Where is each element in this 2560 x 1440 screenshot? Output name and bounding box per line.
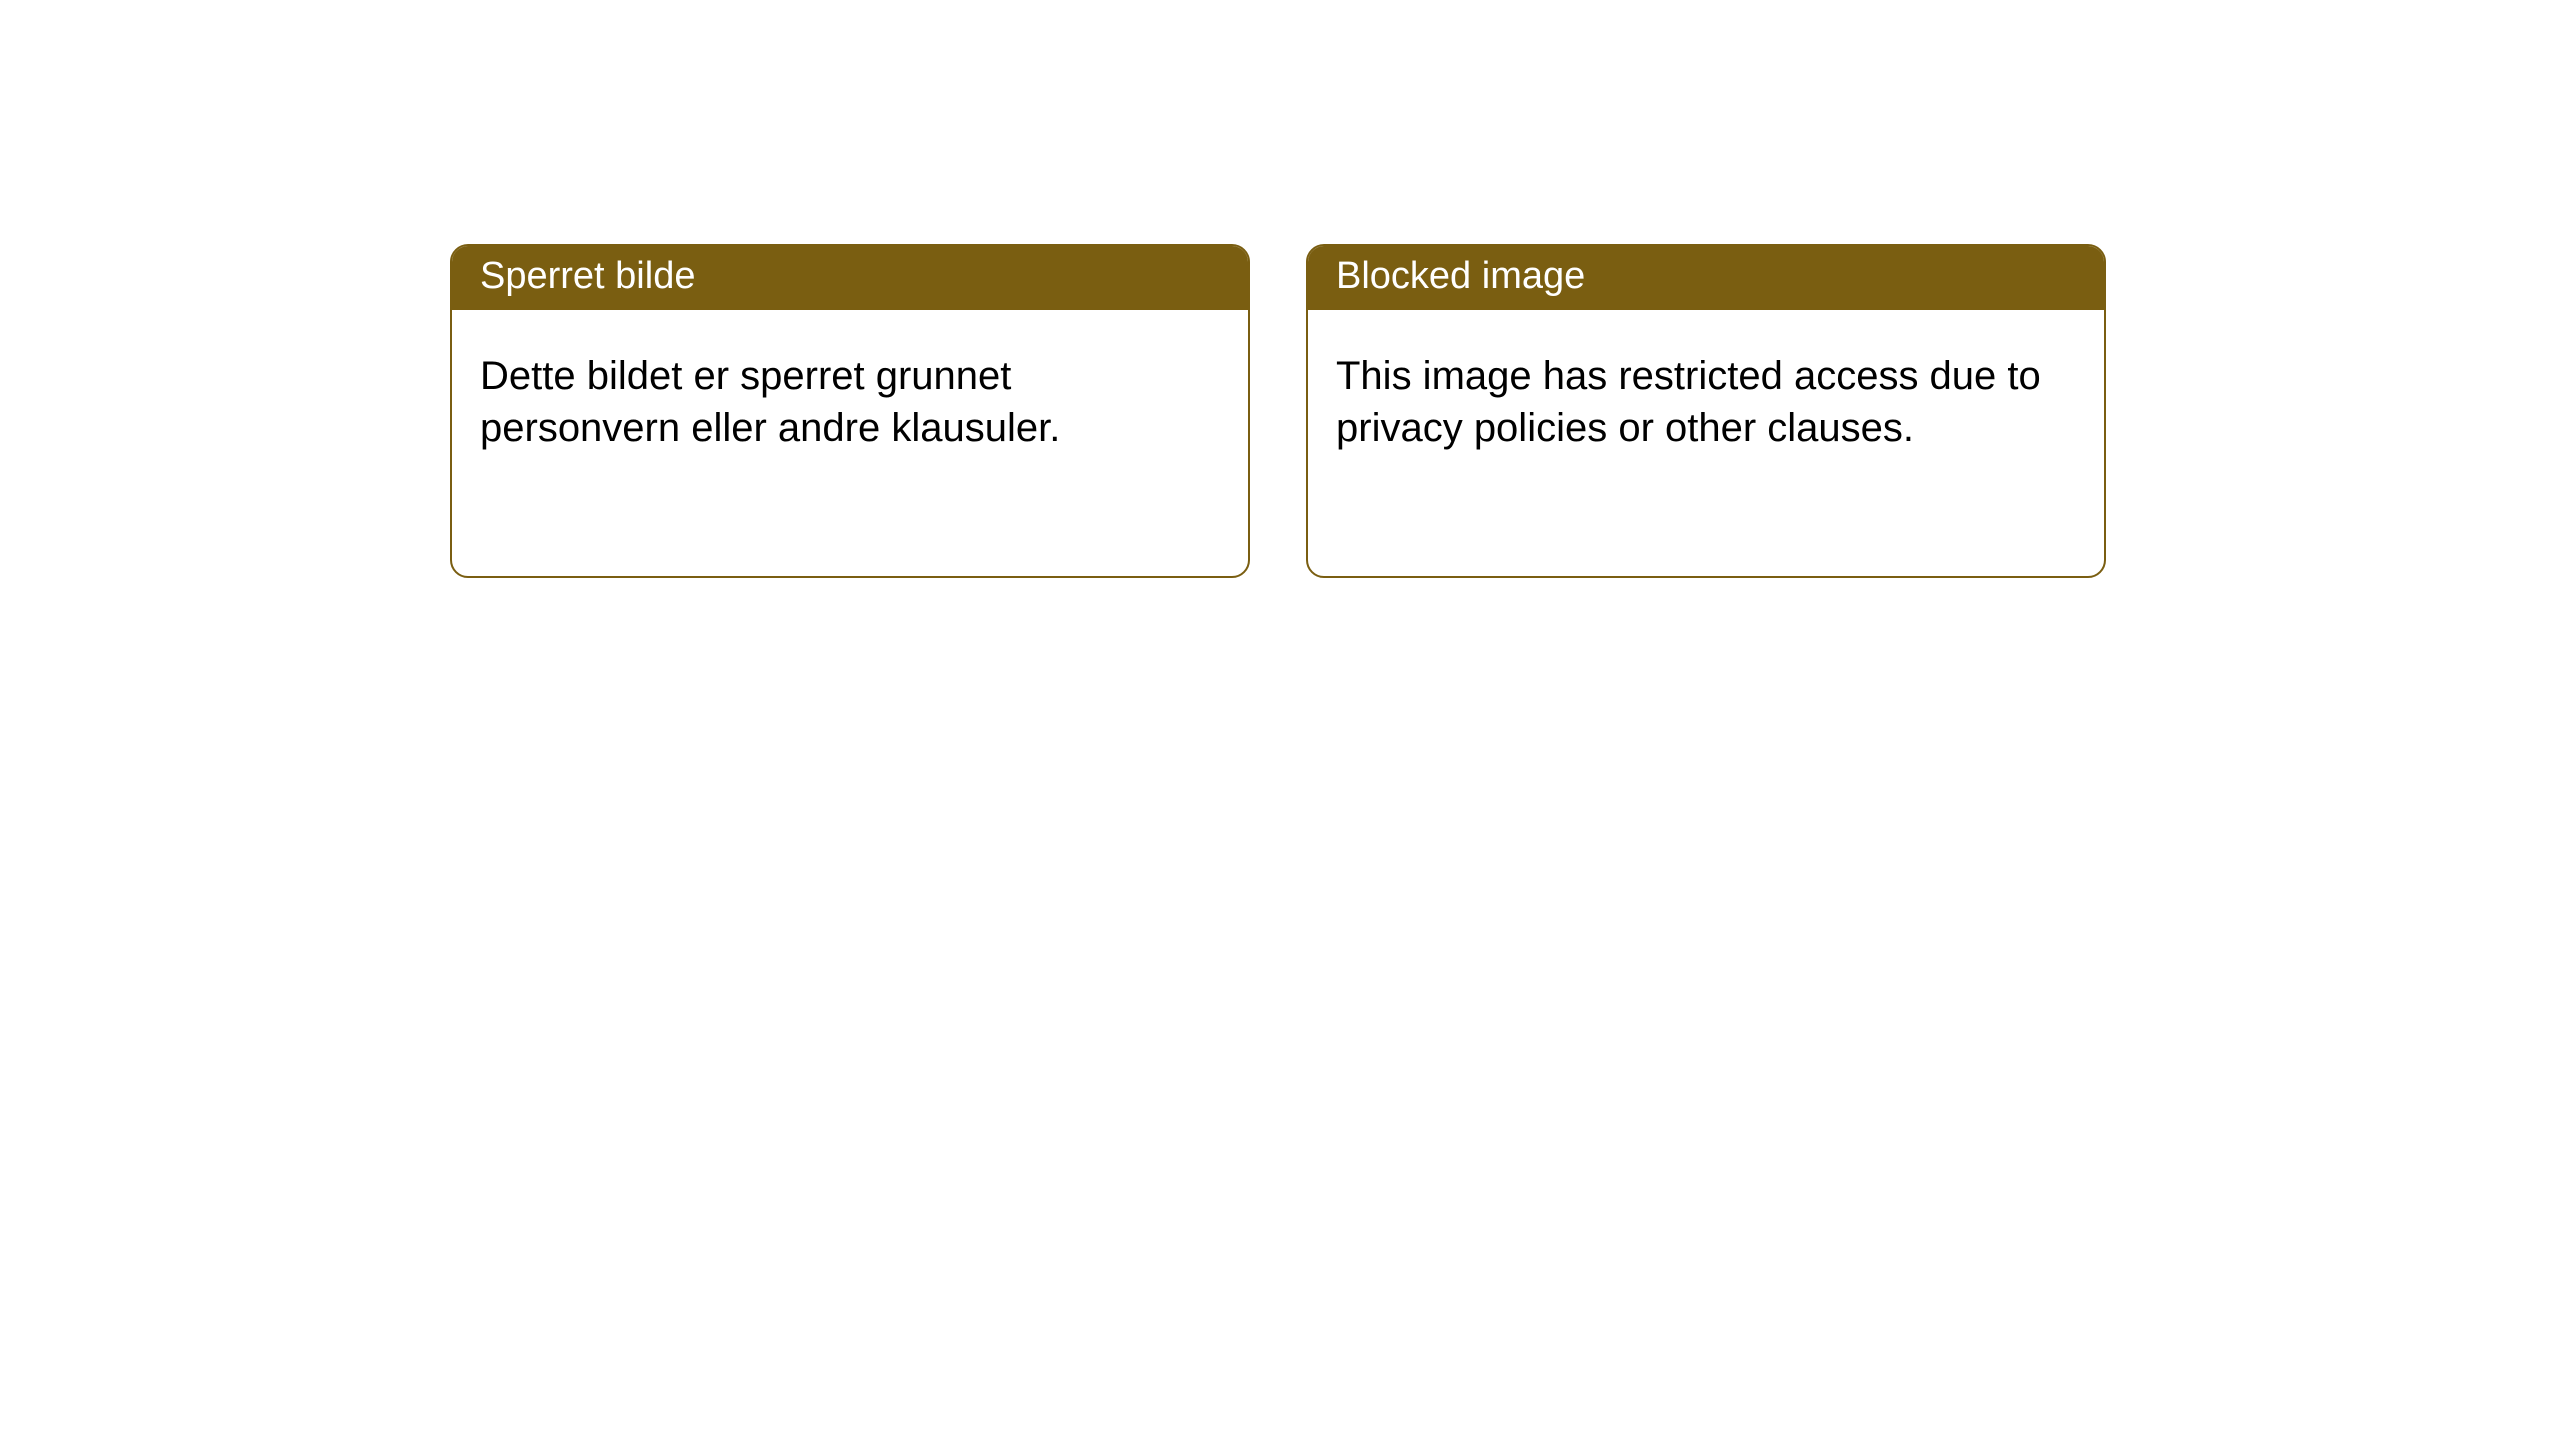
notice-card-norwegian: Sperret bilde Dette bildet er sperret gr… [450,244,1250,578]
notice-body: This image has restricted access due to … [1308,310,2104,482]
notice-header: Sperret bilde [452,246,1248,310]
notice-header: Blocked image [1308,246,2104,310]
notice-body: Dette bildet er sperret grunnet personve… [452,310,1248,482]
notice-card-english: Blocked image This image has restricted … [1306,244,2106,578]
notice-container: Sperret bilde Dette bildet er sperret gr… [0,0,2560,578]
